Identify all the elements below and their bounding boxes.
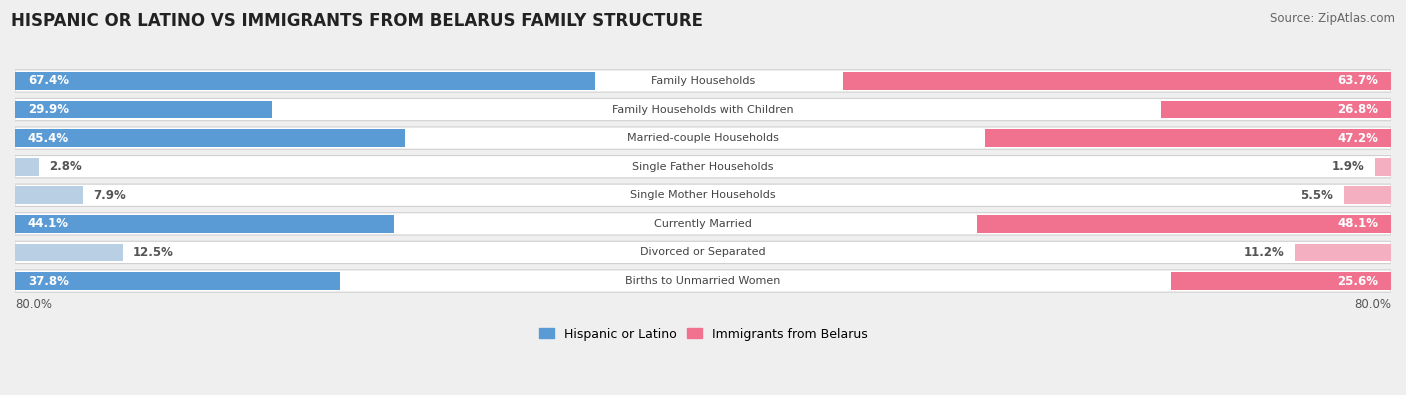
Text: 2.8%: 2.8% [49, 160, 82, 173]
FancyBboxPatch shape [15, 98, 1391, 121]
Text: Source: ZipAtlas.com: Source: ZipAtlas.com [1270, 12, 1395, 25]
Bar [15, 244, 122, 261]
FancyBboxPatch shape [15, 70, 1391, 92]
Text: 11.2%: 11.2% [1244, 246, 1284, 259]
Text: Single Mother Households: Single Mother Households [630, 190, 776, 200]
Text: 7.9%: 7.9% [93, 189, 127, 202]
Text: Divorced or Separated: Divorced or Separated [640, 247, 766, 258]
Text: 48.1%: 48.1% [1337, 217, 1378, 230]
Text: 44.1%: 44.1% [28, 217, 69, 230]
Bar [986, 129, 1391, 147]
FancyBboxPatch shape [15, 156, 1391, 178]
Text: 26.8%: 26.8% [1337, 103, 1378, 116]
Legend: Hispanic or Latino, Immigrants from Belarus: Hispanic or Latino, Immigrants from Bela… [534, 323, 872, 346]
Text: 47.2%: 47.2% [1337, 132, 1378, 145]
Text: Single Father Households: Single Father Households [633, 162, 773, 172]
Text: Currently Married: Currently Married [654, 219, 752, 229]
Text: 25.6%: 25.6% [1337, 275, 1378, 288]
Bar [15, 129, 405, 147]
Bar [1171, 272, 1391, 290]
FancyBboxPatch shape [15, 127, 1391, 149]
Bar [15, 101, 273, 118]
Text: Births to Unmarried Women: Births to Unmarried Women [626, 276, 780, 286]
Bar [15, 158, 39, 175]
Text: Family Households: Family Households [651, 76, 755, 86]
Text: 67.4%: 67.4% [28, 75, 69, 87]
Text: Married-couple Households: Married-couple Households [627, 133, 779, 143]
Bar [1295, 244, 1391, 261]
Text: 29.9%: 29.9% [28, 103, 69, 116]
Bar [977, 215, 1391, 233]
Text: 45.4%: 45.4% [28, 132, 69, 145]
Text: Family Households with Children: Family Households with Children [612, 105, 794, 115]
Text: 80.0%: 80.0% [15, 298, 52, 311]
Text: 63.7%: 63.7% [1337, 75, 1378, 87]
Bar [1160, 101, 1391, 118]
Bar [15, 186, 83, 204]
FancyBboxPatch shape [15, 241, 1391, 263]
Text: 12.5%: 12.5% [132, 246, 174, 259]
Text: 5.5%: 5.5% [1301, 189, 1333, 202]
FancyBboxPatch shape [15, 270, 1391, 292]
Text: 80.0%: 80.0% [1354, 298, 1391, 311]
Text: 37.8%: 37.8% [28, 275, 69, 288]
Text: 1.9%: 1.9% [1331, 160, 1364, 173]
FancyBboxPatch shape [15, 213, 1391, 235]
Bar [15, 72, 595, 90]
Bar [1344, 186, 1391, 204]
Bar [844, 72, 1391, 90]
Bar [1375, 158, 1391, 175]
FancyBboxPatch shape [15, 184, 1391, 207]
Bar [15, 272, 340, 290]
Bar [15, 215, 394, 233]
Text: HISPANIC OR LATINO VS IMMIGRANTS FROM BELARUS FAMILY STRUCTURE: HISPANIC OR LATINO VS IMMIGRANTS FROM BE… [11, 12, 703, 30]
